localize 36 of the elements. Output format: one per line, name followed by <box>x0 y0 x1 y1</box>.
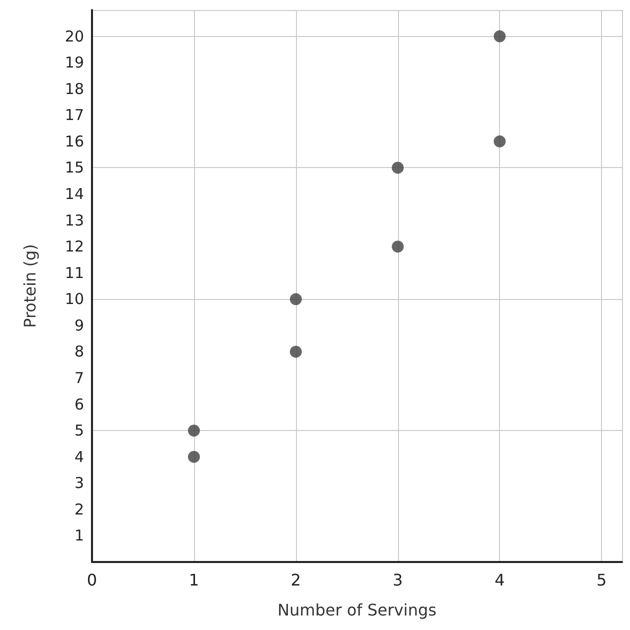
y-tick-label: 12 <box>64 238 84 256</box>
y-tick-label: 10 <box>64 290 84 308</box>
y-tick-label: 8 <box>74 342 84 361</box>
point <box>188 424 200 437</box>
y-tick-label: 20 <box>64 27 84 46</box>
y-tick-label: 2 <box>74 500 84 518</box>
y-tick-label: 11 <box>64 264 84 282</box>
x-tick-label: 2 <box>290 570 301 590</box>
point <box>290 346 302 358</box>
y-tick-label: 9 <box>74 316 84 334</box>
point <box>188 450 200 463</box>
y-tick-label: 6 <box>74 395 84 414</box>
y-tick-label: 3 <box>74 474 84 492</box>
y-tick-label: 18 <box>64 80 84 98</box>
y-tick-label: 19 <box>64 54 84 72</box>
y-tick-label: 1 <box>74 526 84 545</box>
y-tick-label: 14 <box>64 185 84 203</box>
y-tick-label: 7 <box>74 369 84 387</box>
x-tick-label: 5 <box>596 570 607 590</box>
x-tick-label: 1 <box>188 570 200 590</box>
y-tick-label: 13 <box>64 211 84 230</box>
point <box>494 135 506 148</box>
y-tick-label: 5 <box>74 422 84 440</box>
point <box>392 240 404 253</box>
point <box>392 162 404 174</box>
x-tick-label: 3 <box>392 570 403 590</box>
x-tick-label: 0 <box>86 570 98 590</box>
y-tick-label: 4 <box>74 448 84 466</box>
y-axis-title: Protein (g) <box>20 244 40 328</box>
y-tick-label: 17 <box>64 106 84 124</box>
y-tick-label: 15 <box>64 158 84 177</box>
point <box>494 30 506 42</box>
x-axis-title: Number of Servings <box>278 600 436 620</box>
y-tick-label: 16 <box>64 132 84 150</box>
point <box>290 293 302 306</box>
x-tick-label: 4 <box>494 570 505 590</box>
